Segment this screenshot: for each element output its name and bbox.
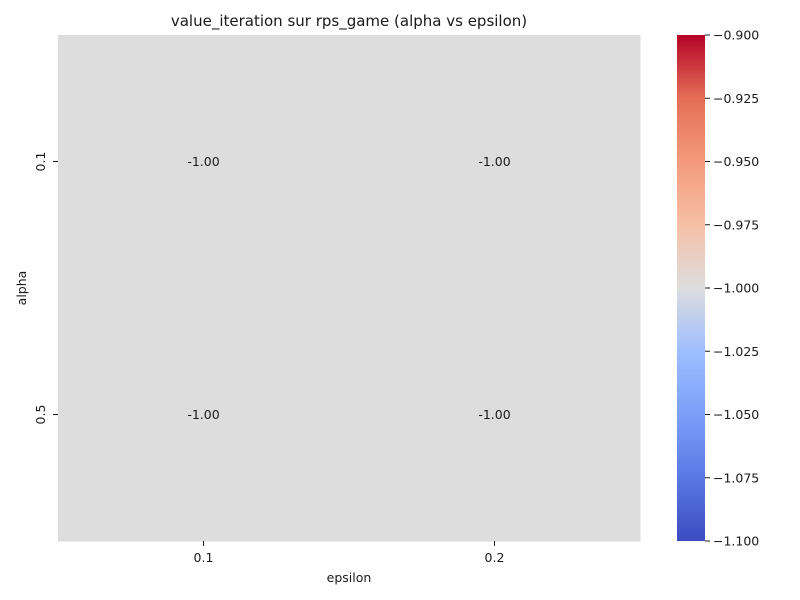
- colorbar-ticks: −1.100 −1.075 −1.050 −1.025 −1.000 −0.975 −0.9…: [705, 28, 759, 549]
- colorbar-tick-label: −1.050: [713, 407, 759, 422]
- heatmap-cells: [58, 35, 641, 542]
- colorbar-tick-label: −1.075: [713, 470, 759, 485]
- colorbar-tick-label: −0.975: [713, 217, 759, 232]
- heatmap-cell: [349, 288, 641, 542]
- heatmap-cell: [58, 288, 350, 542]
- colorbar-tick-label: −1.100: [713, 534, 759, 549]
- y-tick-label: 0.1: [33, 152, 48, 172]
- colorbar-tick-label: −0.925: [713, 91, 759, 106]
- heatmap-cell: [58, 35, 350, 289]
- cell-value-label: -1.00: [187, 407, 219, 422]
- y-axis-label: alpha: [14, 271, 29, 306]
- colorbar-tick-label: −0.950: [713, 154, 759, 169]
- cell-value-label: -1.00: [478, 407, 510, 422]
- colorbar: [677, 35, 705, 541]
- cell-value-label: -1.00: [478, 154, 510, 169]
- colorbar-tick-label: −1.000: [713, 281, 759, 296]
- colorbar-tick-label: −0.900: [713, 28, 759, 43]
- heatmap-cell-labels: -1.00 -1.00 -1.00 -1.00: [187, 154, 510, 422]
- chart-title: value_iteration sur rps_game (alpha vs e…: [171, 12, 527, 31]
- x-axis-ticks: 0.1 0.2: [194, 541, 505, 565]
- x-tick-label: 0.2: [485, 550, 505, 565]
- x-axis-label: epsilon: [327, 570, 372, 585]
- y-tick-label: 0.5: [33, 405, 48, 425]
- heatmap-cell: [349, 35, 641, 289]
- y-axis-ticks: 0.1 0.5: [33, 152, 58, 425]
- x-tick-label: 0.1: [194, 550, 214, 565]
- cell-value-label: -1.00: [187, 154, 219, 169]
- colorbar-tick-label: −1.025: [713, 344, 759, 359]
